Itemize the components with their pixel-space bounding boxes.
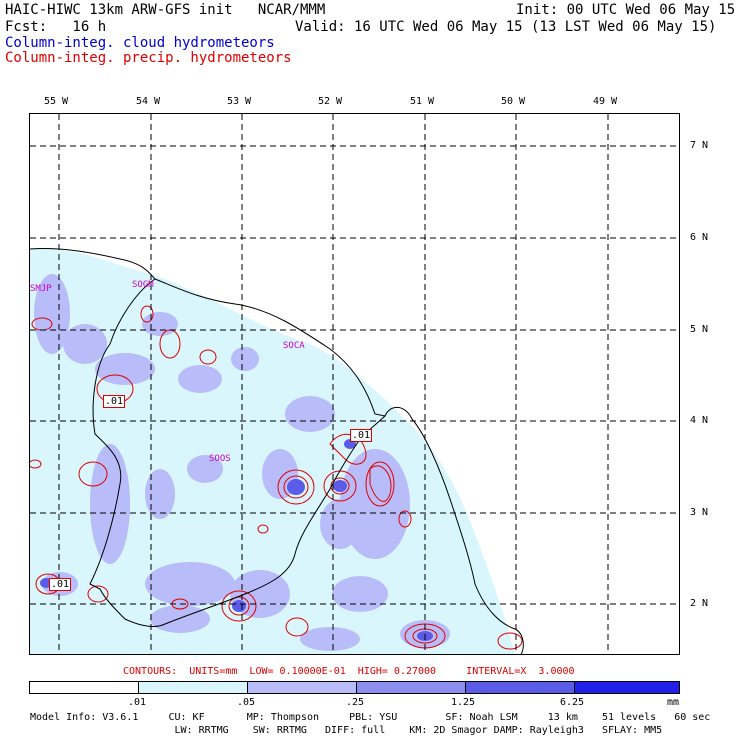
lon-label: 49 W xyxy=(593,96,618,107)
lat-label: 3 N xyxy=(690,507,709,518)
station-label: SOOS xyxy=(209,454,231,464)
colorbar-tick: .01 xyxy=(128,697,147,708)
forecast-hour: Fcst: 16 h xyxy=(5,19,107,35)
lon-label: 53 W xyxy=(227,96,252,107)
model-title: HAIC-HIWC 13km ARW-GFS init NCAR/MMM xyxy=(5,2,326,18)
lon-label: 55 W xyxy=(44,96,69,107)
colorbar-bin xyxy=(138,682,247,693)
colorbar-bin xyxy=(356,682,465,693)
lat-label: 4 N xyxy=(690,415,709,426)
init-time: Init: 00 UTC Wed 06 May 15 xyxy=(516,2,736,18)
colorbar xyxy=(29,681,680,694)
precip-contours xyxy=(30,305,523,650)
lat-label: 2 N xyxy=(690,598,709,609)
legend-cloud: Column-integ. cloud hydrometeors xyxy=(5,35,275,51)
contour-label: .01 xyxy=(49,578,72,591)
contour-label: .01 xyxy=(350,429,373,442)
station-label: SOGM xyxy=(132,280,154,290)
colorbar-tick: .25 xyxy=(346,697,365,708)
legend-precip: Column-integ. precip. hydrometeors xyxy=(5,50,292,66)
model-info-line2: LW: RRTMG SW: RRTMG DIFF: full KM: 2D Sm… xyxy=(30,725,663,736)
lat-label: 6 N xyxy=(690,232,709,243)
colorbar-bin xyxy=(30,682,138,693)
hydrometeor-map xyxy=(30,114,679,654)
lat-label: 7 N xyxy=(690,140,709,151)
colorbar-bin xyxy=(465,682,574,693)
lon-label: 54 W xyxy=(136,96,161,107)
colorbar-units: mm xyxy=(667,697,680,708)
lon-label: 52 W xyxy=(318,96,343,107)
colorbar-bin xyxy=(247,682,356,693)
valid-time: Valid: 16 UTC Wed 06 May 15 (13 LST Wed … xyxy=(295,19,717,35)
contour-label: .01 xyxy=(103,395,126,408)
station-label: SOCA xyxy=(283,341,305,351)
lon-label: 51 W xyxy=(410,96,435,107)
lon-label: 50 W xyxy=(501,96,526,107)
model-info-line1: Model Info: V3.6.1 CU: KF MP: Thompson P… xyxy=(30,712,711,723)
contours-info: CONTOURS: UNITS=mm LOW= 0.10000E-01 HIGH… xyxy=(123,666,575,677)
colorbar-tick: 1.25 xyxy=(451,697,476,708)
colorbar-tick: 6.25 xyxy=(560,697,585,708)
lat-label: 5 N xyxy=(690,324,709,335)
colorbar-tick: .05 xyxy=(237,697,256,708)
graticule xyxy=(30,114,679,654)
station-label: SMJP xyxy=(30,284,52,294)
map-plot: SMJP SOGM SOCA SOOS .01 .01 .01 xyxy=(29,113,680,655)
colorbar-bin xyxy=(574,682,679,693)
